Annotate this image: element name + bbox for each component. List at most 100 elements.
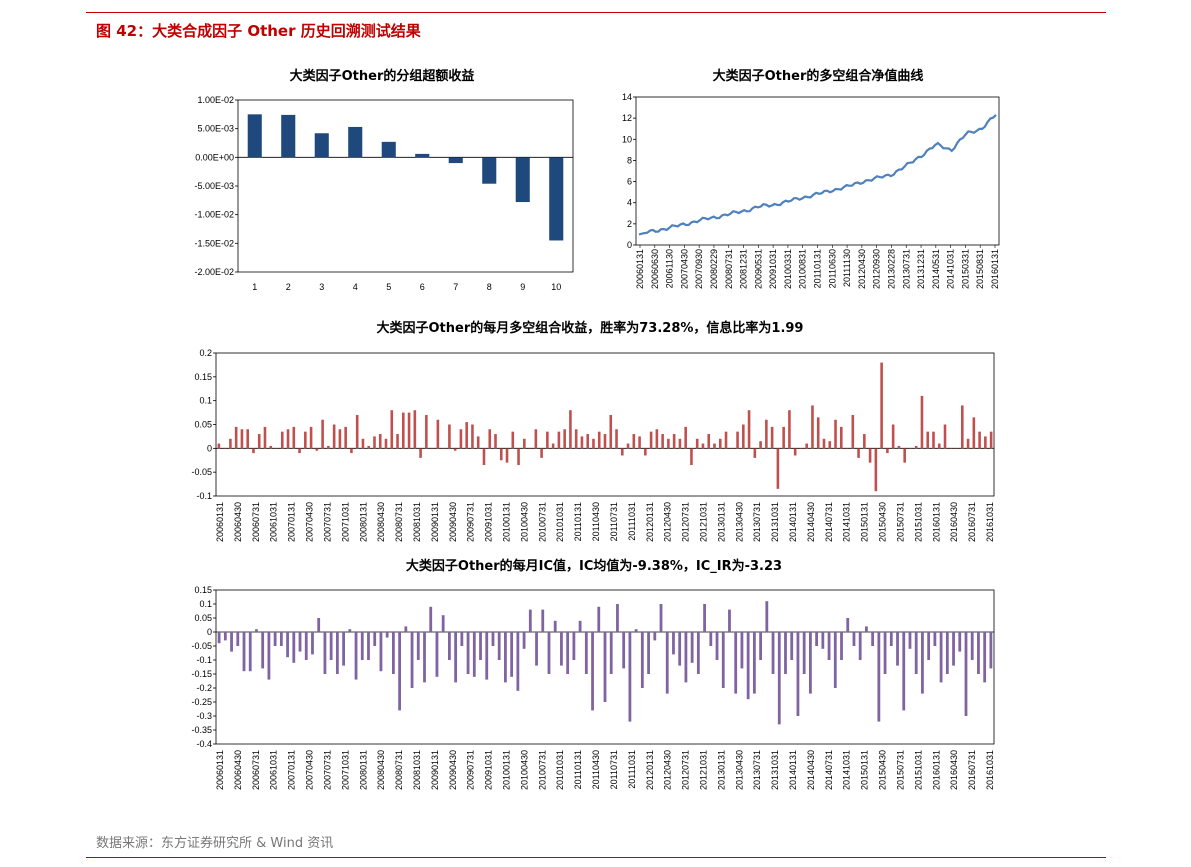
nav-line <box>638 114 997 236</box>
bar <box>734 632 738 694</box>
bar <box>964 632 968 716</box>
monthly-return-chart: 大类因子Other的每月多空组合收益，胜率为73.28%，信息比率为1.99 0.… <box>191 320 995 542</box>
bar <box>273 632 277 646</box>
bar <box>230 632 233 652</box>
bar <box>851 414 855 449</box>
x-tick-label: 20141031 <box>842 750 852 790</box>
bar <box>367 445 371 449</box>
bar <box>348 629 352 632</box>
bar <box>321 419 324 449</box>
x-tick-label: 20140131 <box>788 502 798 542</box>
bar <box>563 429 566 449</box>
bar <box>615 429 618 449</box>
x-tick-label: 20130228 <box>886 249 896 289</box>
bar <box>902 632 906 711</box>
bar <box>805 443 809 449</box>
bar <box>323 632 327 674</box>
x-tick-label: 20130131 <box>716 750 726 790</box>
bar <box>460 632 464 646</box>
bar <box>466 632 470 674</box>
x-tick-label: 4 <box>353 282 358 292</box>
bar <box>416 632 420 660</box>
bar <box>811 405 814 449</box>
bar <box>834 419 837 449</box>
x-tick-label: 20101031 <box>555 750 565 790</box>
bar <box>367 632 370 660</box>
bar <box>309 426 313 449</box>
bar <box>425 414 428 449</box>
y-tick-label: 0.15 <box>194 372 212 382</box>
bar <box>344 426 347 449</box>
x-tick-label: 20090731 <box>466 750 476 790</box>
x-tick-label: 20120731 <box>681 502 691 542</box>
bar <box>865 626 868 632</box>
x-tick-label: 20151031 <box>913 750 923 790</box>
bar <box>229 438 232 449</box>
bar <box>505 448 509 463</box>
x-tick-label: 20140731 <box>824 502 834 542</box>
bar <box>782 426 785 449</box>
x-tick-label: 3 <box>319 282 324 292</box>
bar <box>776 448 780 489</box>
bar <box>522 632 526 649</box>
x-tick-label: 20100331 <box>783 249 793 289</box>
bar <box>977 632 980 674</box>
x-tick-label: 20100831 <box>798 249 808 289</box>
x-tick-label: 20060630 <box>650 249 660 289</box>
x-tick-label: 20080430 <box>376 750 386 790</box>
bar <box>949 448 953 449</box>
bar <box>822 438 826 449</box>
x-tick-label: 20060131 <box>215 502 225 542</box>
bar <box>883 632 887 674</box>
x-tick-label: 20120131 <box>645 502 655 542</box>
bar <box>713 443 716 449</box>
bar <box>269 445 273 449</box>
x-tick-label: 20071031 <box>340 502 350 542</box>
x-tick-label: 20120430 <box>857 249 867 289</box>
bar <box>796 632 800 716</box>
bar <box>765 419 768 449</box>
bar <box>413 410 417 449</box>
y-tick-label: 0.05 <box>194 613 212 623</box>
bar <box>257 434 261 449</box>
bar <box>263 426 267 449</box>
y-tick-label: 8 <box>627 155 632 165</box>
bar <box>777 632 781 725</box>
bar <box>591 632 594 711</box>
bar <box>845 448 849 449</box>
bar <box>292 426 296 449</box>
bar <box>616 604 619 632</box>
y-tick-label: -1.00E-02 <box>194 210 234 220</box>
bar <box>647 632 650 674</box>
y-tick-label: -0.35 <box>191 725 212 735</box>
y-tick-label: -0.1 <box>196 655 212 665</box>
x-tick-label: 20150731 <box>895 750 905 790</box>
bar <box>517 448 520 466</box>
y-tick-label: 12 <box>622 113 632 123</box>
bar <box>280 431 284 449</box>
x-tick-label: 20080731 <box>724 249 734 289</box>
x-tick-label: 20091031 <box>484 502 494 542</box>
x-tick-label: 10 <box>551 282 561 292</box>
x-tick-label: 20080131 <box>358 750 368 790</box>
x-tick-label: 20110430 <box>591 502 601 541</box>
y-tick-label: -0.2 <box>196 683 212 693</box>
bar <box>435 632 439 677</box>
x-tick-label: 20090731 <box>466 502 476 542</box>
x-tick-label: 20120930 <box>872 249 882 289</box>
x-tick-label: 20080731 <box>394 750 404 790</box>
x-tick-label: 20090430 <box>448 750 458 790</box>
bar <box>632 434 636 449</box>
bar <box>597 431 601 449</box>
bar <box>833 632 837 688</box>
x-tick-label: 20070430 <box>679 249 689 289</box>
bar <box>903 448 906 463</box>
bar <box>407 412 411 449</box>
bar <box>360 632 364 660</box>
bar <box>482 157 497 184</box>
bar <box>410 632 414 688</box>
bar <box>696 632 700 674</box>
bar <box>926 431 930 449</box>
y-tick-label: -0.05 <box>191 467 212 477</box>
bar <box>448 424 451 449</box>
